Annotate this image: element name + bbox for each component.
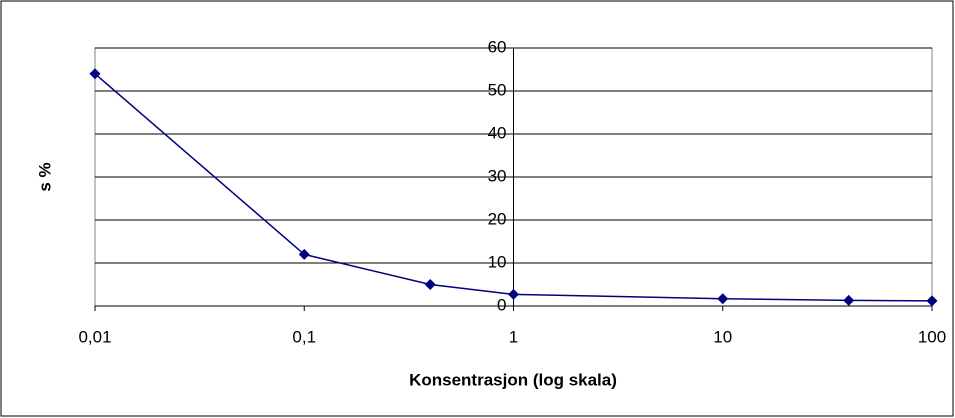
y-axis-label: s % xyxy=(35,162,54,191)
x-tick-label: 0,01 xyxy=(78,327,111,346)
data-point xyxy=(843,294,855,306)
data-point xyxy=(717,293,729,305)
y-tick-label: 30 xyxy=(488,166,507,185)
x-tick-label: 10 xyxy=(713,327,732,346)
y-tick-label: 20 xyxy=(488,209,507,228)
data-point xyxy=(508,288,519,300)
y-tick-label: 0 xyxy=(497,295,506,314)
x-tick-label: 100 xyxy=(918,327,946,346)
y-tick-label: 40 xyxy=(488,123,507,142)
data-point xyxy=(424,279,436,290)
data-point xyxy=(926,295,938,307)
x-tick-label: 1 xyxy=(509,327,518,346)
x-tick-label: 0,1 xyxy=(292,327,316,346)
y-tick-label: 50 xyxy=(488,80,507,99)
data-point xyxy=(298,248,310,260)
y-tick-label: 60 xyxy=(488,37,507,56)
data-point xyxy=(89,68,101,80)
x-axis-label: Konsentrasjon (log skala) xyxy=(409,370,617,389)
y-tick-label: 10 xyxy=(488,252,507,271)
